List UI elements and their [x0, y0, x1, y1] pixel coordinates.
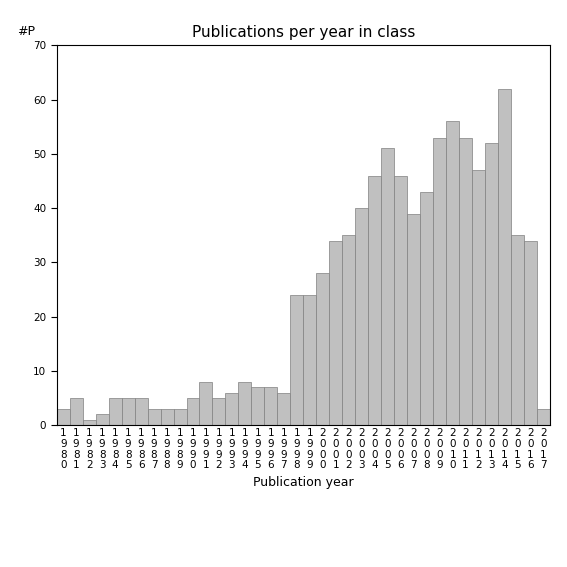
Title: Publications per year in class: Publications per year in class — [192, 25, 415, 40]
Bar — [303, 295, 316, 425]
Bar — [368, 176, 381, 425]
Bar — [213, 398, 226, 425]
Bar — [200, 382, 213, 425]
X-axis label: Publication year: Publication year — [253, 476, 354, 489]
Bar — [226, 393, 239, 425]
Bar — [407, 214, 420, 425]
Bar — [498, 89, 511, 425]
Bar — [160, 409, 174, 425]
Bar — [524, 241, 537, 425]
Bar — [342, 235, 356, 425]
Bar — [174, 409, 187, 425]
Bar — [290, 295, 303, 425]
Bar — [316, 273, 329, 425]
Bar — [394, 176, 407, 425]
Bar — [277, 393, 290, 425]
Bar — [109, 398, 121, 425]
Bar — [147, 409, 160, 425]
Bar — [446, 121, 459, 425]
Bar — [329, 241, 342, 425]
Bar — [356, 208, 368, 425]
Bar — [472, 170, 485, 425]
Bar — [537, 409, 550, 425]
Bar — [511, 235, 524, 425]
Bar — [264, 387, 277, 425]
Bar — [485, 143, 498, 425]
Bar — [459, 138, 472, 425]
Bar — [239, 382, 251, 425]
Bar — [187, 398, 200, 425]
Bar — [57, 409, 70, 425]
Bar — [70, 398, 83, 425]
Bar — [121, 398, 134, 425]
Bar — [433, 138, 446, 425]
Bar — [420, 192, 433, 425]
Bar — [251, 387, 264, 425]
Bar — [134, 398, 147, 425]
Bar — [83, 420, 96, 425]
Text: #P: #P — [17, 25, 35, 38]
Bar — [381, 149, 394, 425]
Bar — [96, 414, 109, 425]
